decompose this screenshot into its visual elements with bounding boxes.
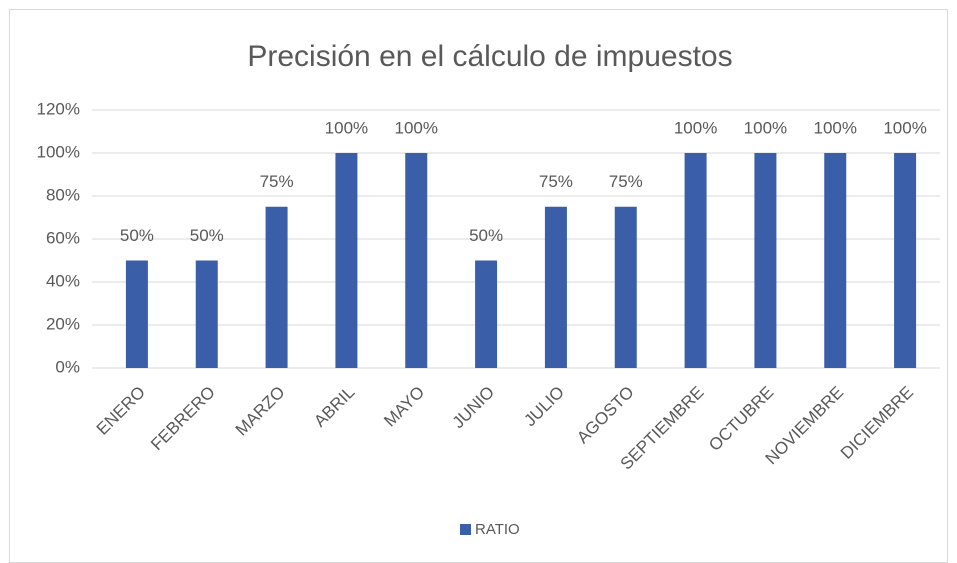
legend-swatch (460, 524, 471, 535)
bar (894, 153, 917, 368)
data-label: 50% (190, 226, 224, 245)
y-tick-label: 60% (46, 228, 80, 247)
data-label: 50% (120, 226, 154, 245)
data-label: 75% (260, 172, 294, 191)
data-label: 100% (395, 118, 438, 137)
data-label: 75% (609, 172, 643, 191)
data-label: 100% (674, 118, 717, 137)
chart-title: Precisión en el cálculo de impuestos (247, 40, 732, 73)
y-tick-label: 0% (55, 357, 80, 376)
data-label: 50% (469, 226, 503, 245)
bar (475, 260, 498, 368)
data-label: 100% (744, 118, 787, 137)
bar (824, 153, 847, 368)
bar (614, 206, 637, 368)
bar (125, 260, 148, 368)
bar (684, 153, 707, 368)
y-tick-label: 120% (37, 99, 80, 118)
bar (405, 153, 428, 368)
bar (265, 206, 288, 368)
data-label: 100% (814, 118, 857, 137)
legend-label: RATIO (475, 521, 520, 538)
y-tick-label: 100% (37, 142, 80, 161)
bar (754, 153, 777, 368)
y-tick-label: 40% (46, 271, 80, 290)
data-label: 75% (539, 172, 573, 191)
bar (335, 153, 358, 368)
bar (544, 206, 567, 368)
data-label: 100% (325, 118, 368, 137)
data-label: 100% (883, 118, 926, 137)
y-tick-label: 80% (46, 185, 80, 204)
y-tick-label: 20% (46, 314, 80, 333)
bar (195, 260, 218, 368)
